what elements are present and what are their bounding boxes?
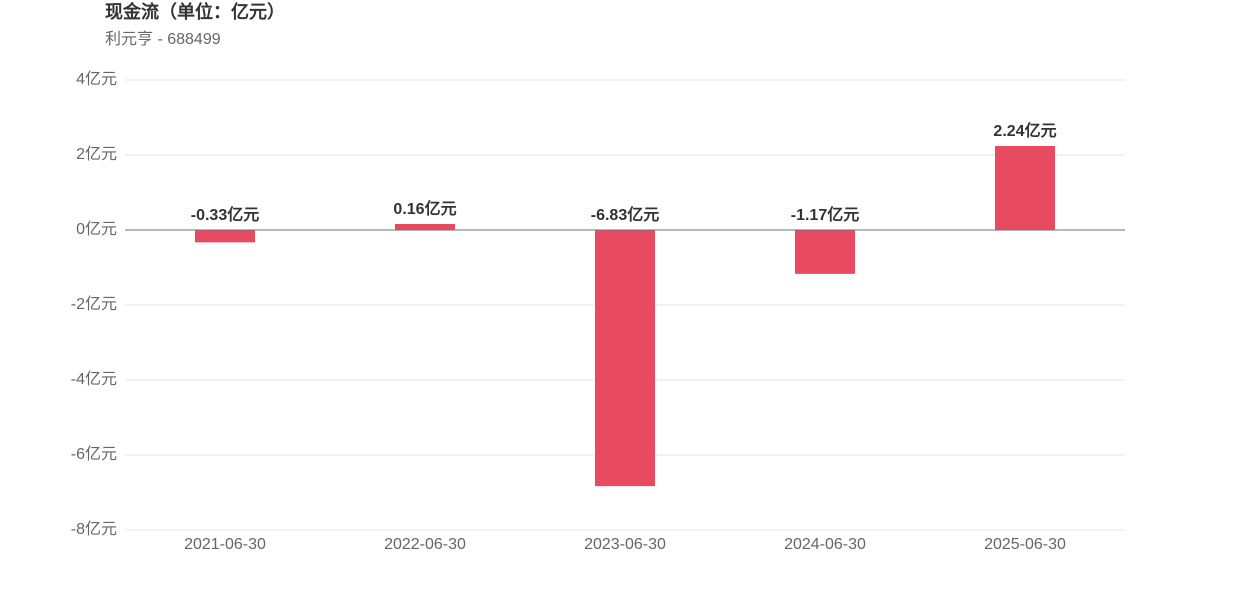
data-label: 0.16亿元 bbox=[393, 199, 456, 218]
y-tick-label: 4亿元 bbox=[76, 70, 117, 88]
bar bbox=[395, 224, 455, 230]
data-label: -0.33亿元 bbox=[191, 205, 259, 224]
data-label: 2.24亿元 bbox=[993, 121, 1056, 140]
y-tick-label: -6亿元 bbox=[71, 445, 117, 463]
data-label: -1.17亿元 bbox=[791, 205, 859, 224]
bar bbox=[995, 146, 1055, 230]
bar bbox=[595, 230, 655, 487]
x-tick-label: 2023-06-30 bbox=[584, 536, 666, 553]
y-tick-label: 0亿元 bbox=[76, 220, 117, 238]
bar bbox=[795, 230, 855, 274]
chart-subtitle: 利元亨 - 688499 bbox=[105, 30, 221, 48]
chart-title: 现金流（单位：亿元） bbox=[105, 1, 285, 22]
x-tick-label: 2024-06-30 bbox=[784, 536, 866, 553]
x-tick-label: 2022-06-30 bbox=[384, 536, 466, 553]
bar bbox=[195, 230, 255, 243]
x-tick-label: 2025-06-30 bbox=[984, 536, 1066, 553]
y-tick-label: -2亿元 bbox=[71, 295, 117, 313]
data-label: -6.83亿元 bbox=[591, 205, 659, 224]
y-tick-label: -8亿元 bbox=[71, 520, 117, 538]
x-tick-label: 2021-06-30 bbox=[184, 536, 266, 553]
y-tick-label: -4亿元 bbox=[71, 370, 117, 388]
y-tick-label: 2亿元 bbox=[76, 145, 117, 163]
